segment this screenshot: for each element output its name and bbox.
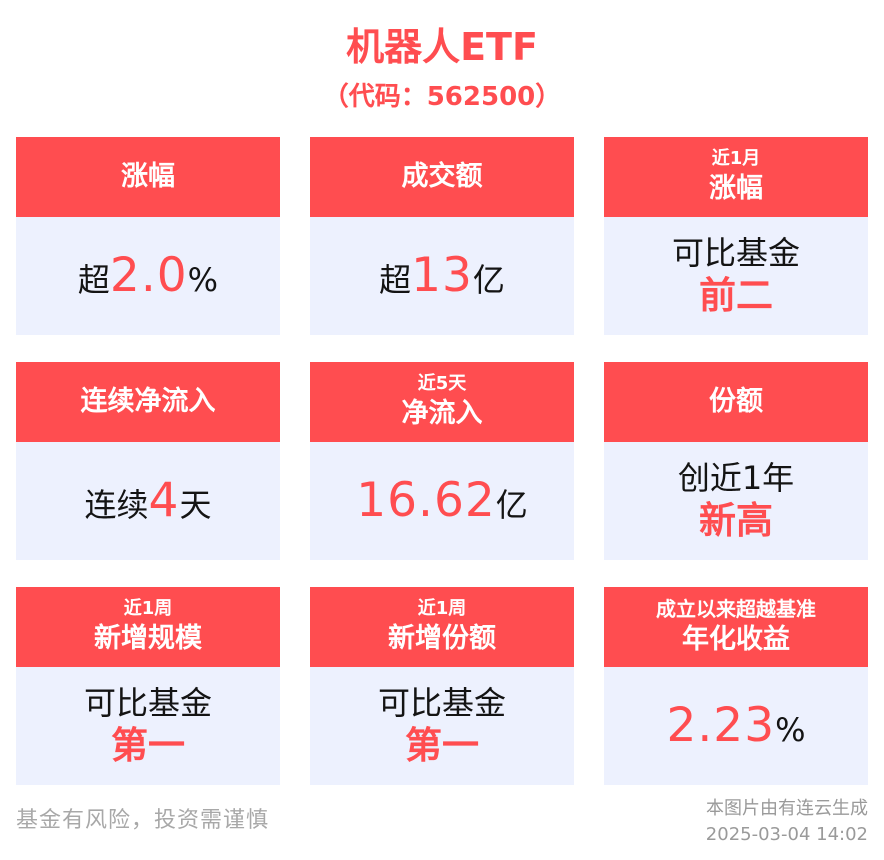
card-annualized-return: 成立以来超越基准 年化收益 2.23 % xyxy=(604,586,868,785)
footer: 基金有风险，投资需谨慎 本图片由有连云生成 2025-03-04 14:02 xyxy=(16,796,868,848)
card-header: 近1周 新增规模 xyxy=(16,586,280,667)
card-header: 近5天 净流入 xyxy=(310,361,574,442)
card-header-title: 涨幅 xyxy=(709,172,763,204)
value-suffix: 亿 xyxy=(472,261,505,300)
card-header-subtitle: 近1周 xyxy=(417,598,467,620)
value-number: 2.23 xyxy=(666,698,776,754)
value-prefix: 连续 xyxy=(84,486,149,525)
value-suffix: 天 xyxy=(179,486,212,525)
card-streak-inflow: 连续净流入 连续 4 天 xyxy=(16,361,280,560)
card-value: 可比基金 前二 xyxy=(672,233,800,319)
value-prefix: 超 xyxy=(379,261,412,300)
stats-grid: 涨幅 超 2.0 % 成交额 超 13 亿 xyxy=(16,136,868,785)
generator-credit: 本图片由有连云生成 2025-03-04 14:02 xyxy=(706,796,868,848)
value-suffix: % xyxy=(775,711,806,750)
card-header-title: 成交额 xyxy=(401,161,483,193)
card-body: 超 2.0 % xyxy=(16,216,280,335)
value-highlight: 第一 xyxy=(404,724,479,768)
value-highlight: 新高 xyxy=(699,499,773,543)
value-label: 可比基金 xyxy=(671,233,800,272)
card-header: 近1月 涨幅 xyxy=(604,136,868,217)
card-header: 近1周 新增份额 xyxy=(310,586,574,667)
risk-disclaimer: 基金有风险，投资需谨慎 xyxy=(16,808,270,833)
card-body: 16.62 亿 xyxy=(310,441,574,560)
card-body: 可比基金 第一 xyxy=(310,666,574,785)
card-header: 份额 xyxy=(604,361,868,442)
value-highlight: 第一 xyxy=(110,724,185,768)
card-body: 超 13 亿 xyxy=(310,216,574,335)
card-header-title: 年化收益 xyxy=(682,623,790,655)
card-value: 超 13 亿 xyxy=(379,248,505,303)
card-1m-change: 近1月 涨幅 可比基金 前二 xyxy=(604,136,868,335)
card-header-subtitle: 近1周 xyxy=(123,598,173,620)
timestamp: 2025-03-04 14:02 xyxy=(705,823,868,845)
value-highlight: 前二 xyxy=(698,274,773,318)
card-header-title: 新增份额 xyxy=(388,622,496,654)
card-value: 可比基金 第一 xyxy=(84,683,212,769)
card-header: 连续净流入 xyxy=(16,361,280,442)
card-header-subtitle: 近1月 xyxy=(711,148,761,170)
card-value: 16.62 亿 xyxy=(356,473,528,528)
card-body: 2.23 % xyxy=(604,666,868,785)
card-header: 成交额 xyxy=(310,136,574,217)
card-header-title: 涨幅 xyxy=(121,161,175,193)
card-value: 2.23 % xyxy=(666,698,805,753)
card-body: 连续 4 天 xyxy=(16,441,280,560)
value-label: 创近1年 xyxy=(677,458,795,497)
card-header-title: 份额 xyxy=(709,386,763,418)
value-number: 16.62 xyxy=(356,473,496,529)
card-1w-new-scale: 近1周 新增规模 可比基金 第一 xyxy=(16,586,280,785)
value-label: 可比基金 xyxy=(83,683,212,722)
card-header-subtitle: 近5天 xyxy=(417,373,467,395)
card-header-title: 净流入 xyxy=(401,397,483,429)
value-suffix: % xyxy=(187,261,219,300)
value-label: 可比基金 xyxy=(377,683,506,722)
card-body: 可比基金 前二 xyxy=(604,216,868,335)
card-turnover: 成交额 超 13 亿 xyxy=(310,136,574,335)
page-subtitle: （代码：562500） xyxy=(322,81,562,112)
card-value: 超 2.0 % xyxy=(78,248,218,303)
value-number: 4 xyxy=(148,473,180,529)
card-value: 连续 4 天 xyxy=(85,473,212,528)
card-header-title: 连续净流入 xyxy=(80,386,216,418)
card-1w-new-shares: 近1周 新增份额 可比基金 第一 xyxy=(310,586,574,785)
card-header: 涨幅 xyxy=(16,136,280,217)
card-header-title: 新增规模 xyxy=(94,622,202,654)
card-5d-inflow: 近5天 净流入 16.62 亿 xyxy=(310,361,574,560)
credit-line: 本图片由有连云生成 xyxy=(706,797,868,819)
page-title: 机器人ETF xyxy=(346,25,538,69)
card-body: 可比基金 第一 xyxy=(16,666,280,785)
card-header: 成立以来超越基准 年化收益 xyxy=(604,586,868,667)
value-number: 13 xyxy=(411,248,473,304)
card-shares: 份额 创近1年 新高 xyxy=(604,361,868,560)
card-body: 创近1年 新高 xyxy=(604,441,868,560)
value-prefix: 超 xyxy=(77,261,110,300)
card-value: 可比基金 第一 xyxy=(378,683,506,769)
card-value: 创近1年 新高 xyxy=(678,458,794,544)
card-header-subtitle: 成立以来超越基准 xyxy=(656,596,816,621)
value-suffix: 亿 xyxy=(495,486,528,525)
value-number: 2.0 xyxy=(109,248,188,304)
card-change: 涨幅 超 2.0 % xyxy=(16,136,280,335)
